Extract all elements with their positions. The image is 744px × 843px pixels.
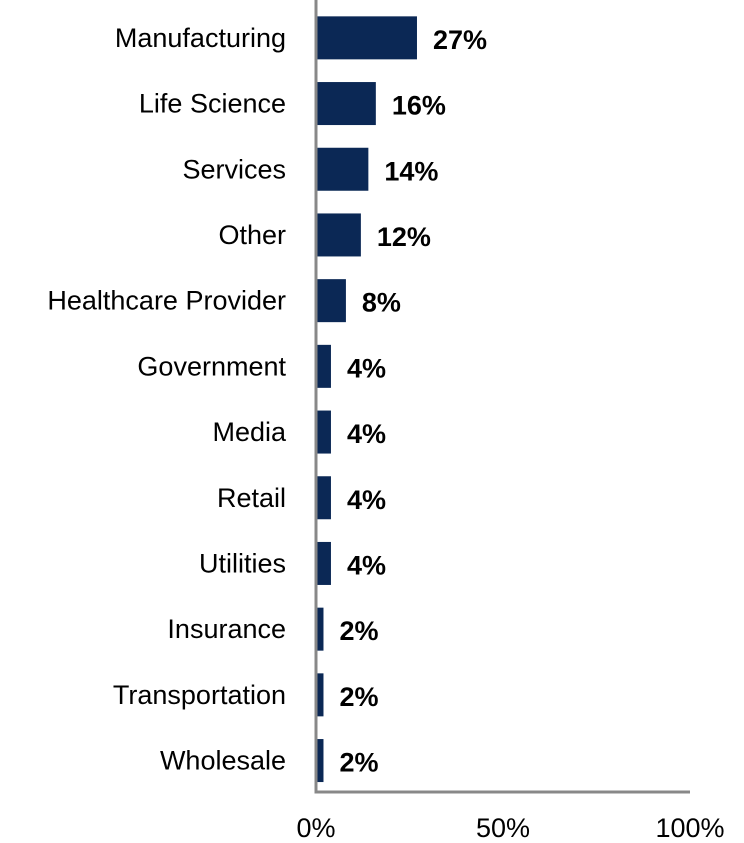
x-tick-label: 50% [476, 813, 530, 843]
category-label: Government [137, 351, 286, 381]
category-label: Healthcare Provider [47, 286, 286, 316]
category-label: Media [212, 417, 287, 447]
category-label: Retail [217, 483, 286, 513]
bar [316, 344, 331, 388]
value-label: 4% [347, 485, 386, 515]
category-label: Services [182, 154, 286, 184]
category-label: Manufacturing [115, 23, 286, 53]
value-label: 4% [347, 353, 386, 383]
value-label: 14% [384, 156, 438, 186]
bar [316, 279, 346, 323]
bar [316, 739, 324, 783]
bar [316, 82, 376, 126]
x-tick-label: 0% [296, 813, 335, 843]
value-label: 12% [377, 222, 431, 252]
bar [316, 673, 324, 717]
category-label: Transportation [113, 680, 286, 710]
bars-layer [316, 16, 417, 783]
x-tick-label: 100% [655, 813, 724, 843]
category-label: Life Science [139, 89, 286, 119]
axis-layer [314, 0, 690, 794]
bar [316, 147, 369, 191]
bar [316, 476, 331, 520]
bar [316, 541, 331, 585]
value-label: 4% [347, 550, 386, 580]
bar [316, 410, 331, 454]
bar [316, 16, 417, 60]
category-label: Wholesale [160, 746, 286, 776]
value-label: 27% [433, 25, 487, 55]
labels-layer: Manufacturing 27% Life Science 16% Services 1… [47, 23, 724, 843]
bar [316, 607, 324, 651]
bar [316, 213, 361, 257]
value-label: 16% [392, 91, 446, 121]
category-label: Insurance [167, 614, 286, 644]
category-label: Utilities [199, 548, 286, 578]
value-label: 2% [339, 616, 378, 646]
value-label: 2% [339, 682, 378, 712]
value-label: 4% [347, 419, 386, 449]
category-label: Other [218, 220, 286, 250]
value-label: 2% [339, 748, 378, 778]
value-label: 8% [362, 288, 401, 318]
